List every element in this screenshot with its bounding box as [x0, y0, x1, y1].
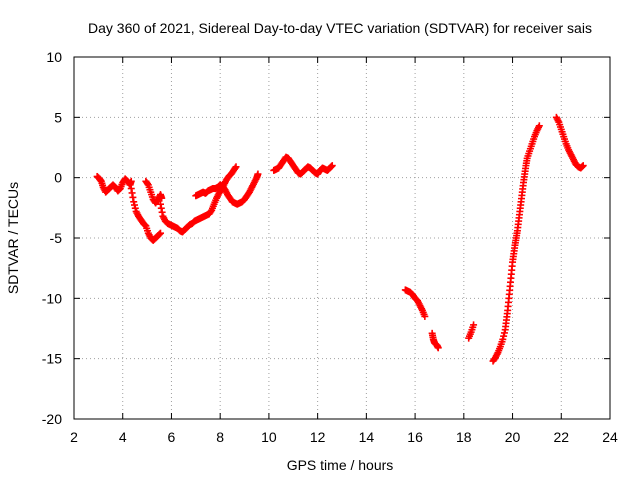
data-point [128, 189, 136, 197]
y-tick-label: -10 [42, 290, 62, 306]
data-point [158, 208, 166, 216]
plot-frame [73, 56, 611, 420]
x-tick-label: 18 [456, 429, 472, 445]
x-tick-label: 4 [119, 429, 127, 445]
x-tick-label: 12 [310, 429, 326, 445]
data-point [421, 312, 429, 320]
data-point [499, 335, 507, 343]
grid-layer [74, 57, 610, 419]
data-point [143, 180, 151, 188]
x-tick-label: 20 [505, 429, 521, 445]
y-tick-label: 10 [46, 49, 62, 65]
data-points-layer [93, 113, 587, 365]
chart-title: Day 360 of 2021, Sidereal Day-to-day VTE… [88, 20, 592, 36]
data-point [500, 332, 508, 340]
y-tick-label: -5 [50, 230, 63, 246]
x-tick-label: 22 [553, 429, 569, 445]
data-point [156, 200, 164, 208]
x-tick-label: 14 [359, 429, 375, 445]
data-point [327, 162, 335, 170]
data-point [500, 329, 508, 337]
data-point [328, 162, 336, 170]
data-point [156, 229, 164, 237]
data-point [535, 122, 543, 130]
data-point [156, 230, 164, 238]
x-tick-label: 24 [602, 429, 618, 445]
x-axis-title: GPS time / hours [287, 457, 394, 473]
data-point [434, 344, 442, 352]
x-tick-label: 16 [407, 429, 423, 445]
data-point [158, 194, 166, 202]
data-point [470, 321, 478, 329]
y-axis-title: SDTVAR / TECUs [5, 182, 21, 294]
data-point [127, 177, 135, 185]
x-tick-label: 2 [70, 429, 78, 445]
data-point [579, 162, 587, 170]
y-tick-label: -20 [42, 411, 62, 427]
data-point [231, 164, 239, 172]
data-point [130, 198, 138, 206]
data-point [157, 204, 165, 212]
data-point [127, 185, 135, 193]
data-point [131, 204, 139, 212]
data-point [129, 193, 137, 201]
data-point [232, 163, 240, 171]
data-point [578, 162, 586, 170]
data-point [254, 170, 262, 178]
x-tick-label: 8 [216, 429, 224, 445]
x-tick-label: 6 [168, 429, 176, 445]
y-tick-label: 5 [54, 109, 62, 125]
data-point [131, 201, 139, 209]
y-tick-label: -15 [42, 351, 62, 367]
y-tick-label: 0 [54, 170, 62, 186]
x-tick-label: 10 [261, 429, 277, 445]
